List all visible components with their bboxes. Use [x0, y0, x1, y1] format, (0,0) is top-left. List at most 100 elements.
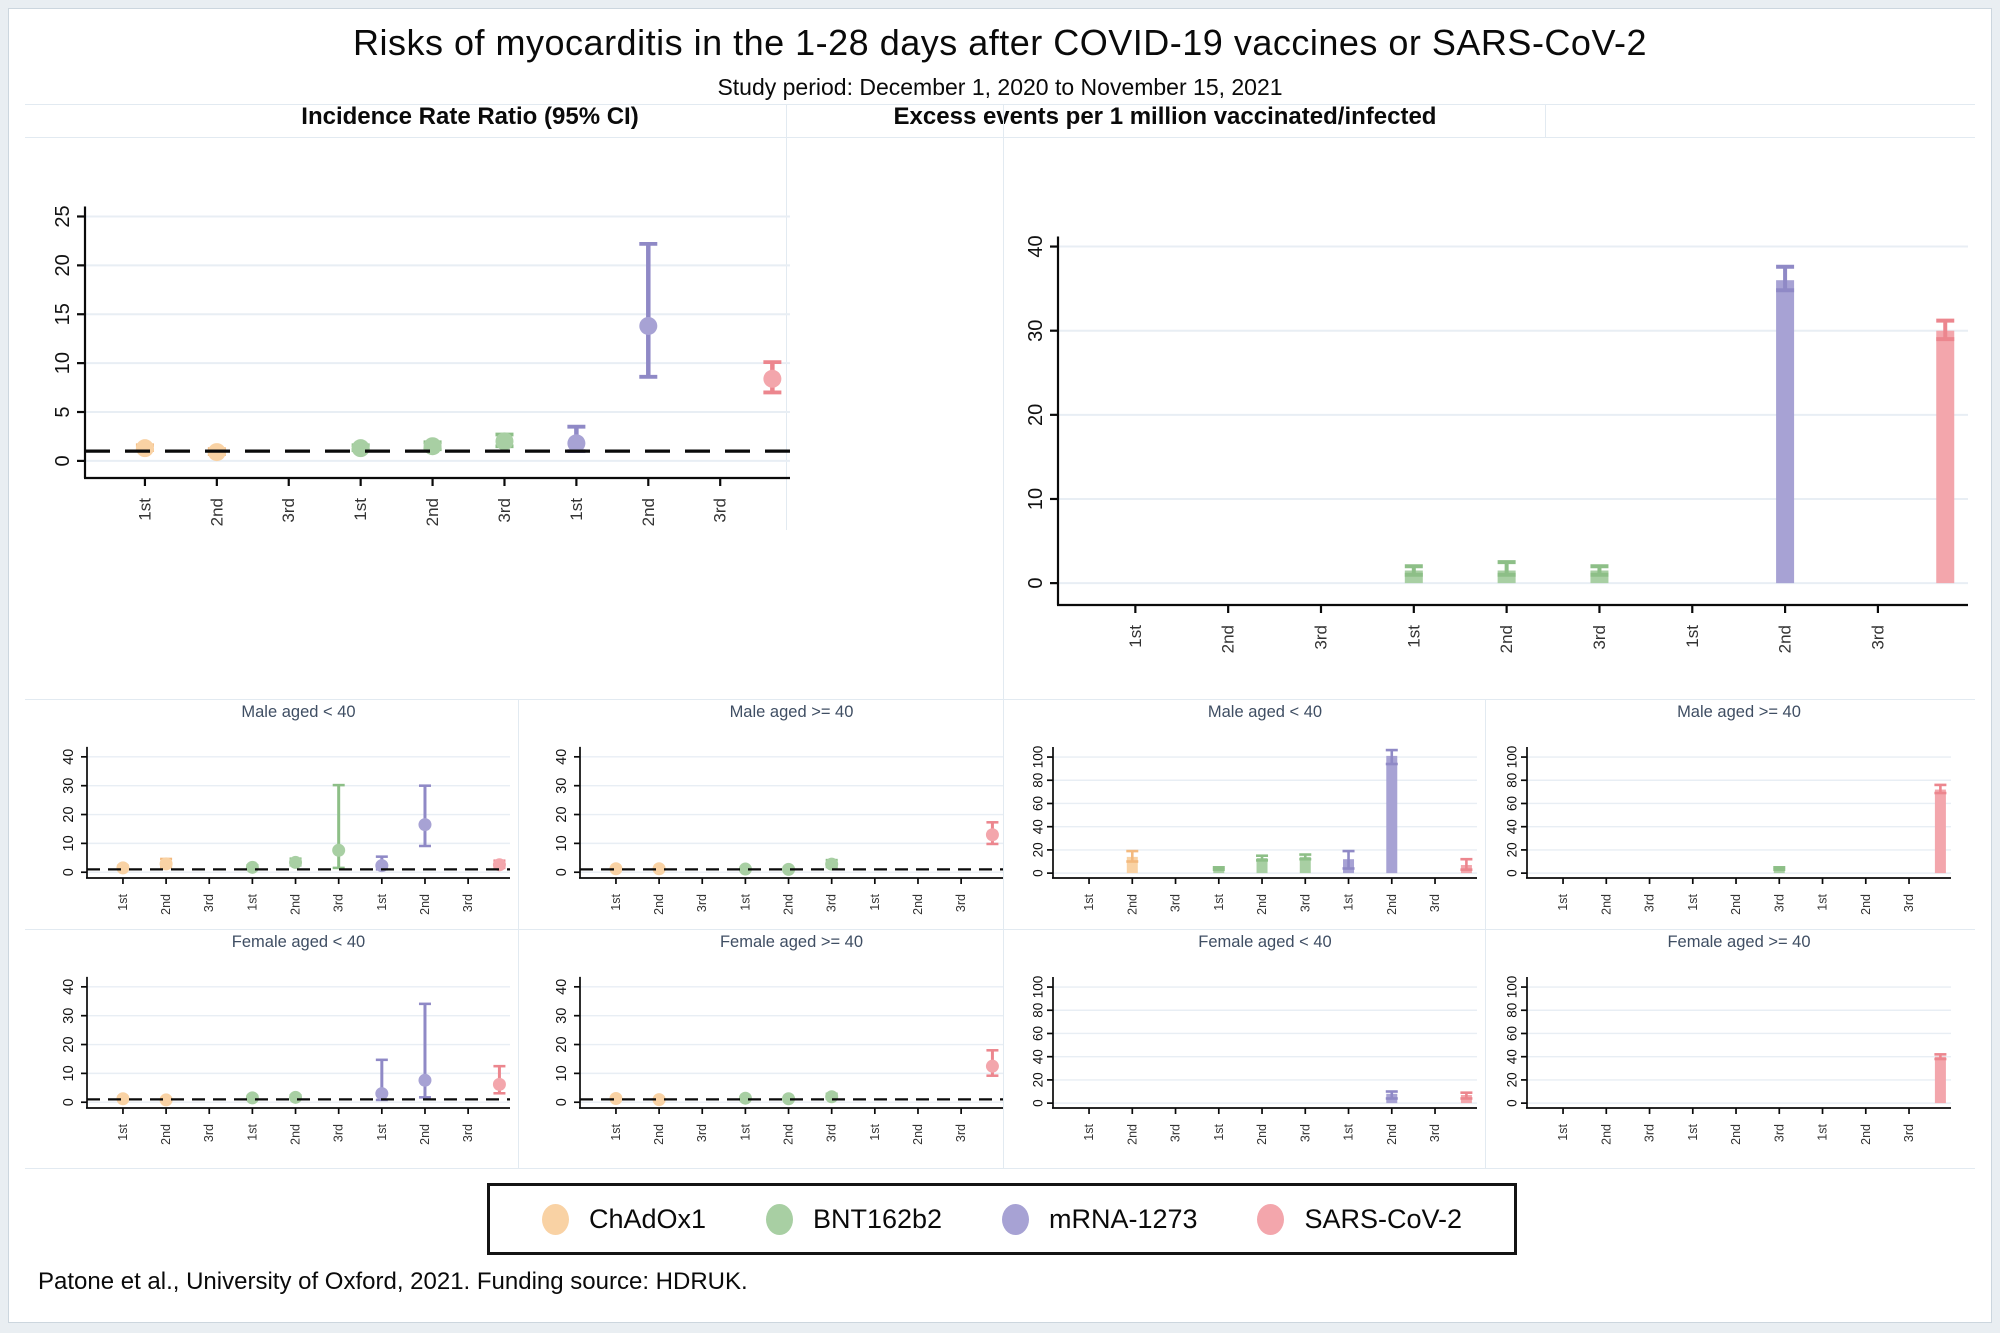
data-point-marker — [985, 1059, 999, 1073]
x-tick-label: 1st — [1082, 893, 1096, 910]
data-point-marker — [567, 434, 586, 453]
x-tick-label: 1st — [1342, 1123, 1356, 1140]
x-tick-label: 3rd — [825, 1124, 839, 1142]
legend-label: BNT162b2 — [812, 1203, 943, 1234]
chart-irr-female-under40: 0 10 20 30 40 1st 2nd 3rd 1st 2nd 3rd 1st 2nd 3rd — [25, 930, 518, 1165]
x-tick-label: 1st — [567, 498, 586, 521]
y-tick-label: 40 — [1505, 819, 1520, 834]
chart-irr-male-under40: 0 10 20 30 40 1st 2nd 3rd 1st 2nd 3rd 1st 2nd 3rd — [25, 700, 518, 935]
x-tick-label: 3rd — [954, 1124, 968, 1142]
data-point-marker — [375, 1087, 389, 1101]
panel-divider — [25, 699, 1975, 700]
x-tick-label: 1st — [1816, 1123, 1830, 1140]
x-tick-label: 1st — [1404, 625, 1423, 648]
x-tick-label: 2nd — [418, 1124, 432, 1145]
subpanel-title: Male aged >= 40 — [1677, 703, 1801, 721]
y-tick-label: 100 — [1505, 746, 1520, 769]
x-tick-label: 3rd — [695, 894, 709, 912]
plot-area: 0 10 20 30 40 1st 2nd 3rd 1st 2nd 3rd 1st 2nd 3rd — [61, 746, 510, 915]
y-tick-label: 20 — [1031, 1072, 1046, 1087]
x-tick-label: 3rd — [711, 498, 730, 523]
x-tick-label: 2nd — [1599, 894, 1613, 915]
x-tick-label: 3rd — [1428, 1124, 1442, 1142]
data-point-marker — [289, 855, 303, 869]
bar — [1934, 789, 1946, 874]
subpanel-title: Female aged < 40 — [1198, 933, 1332, 951]
x-tick-label: 2nd — [1859, 894, 1873, 915]
subpanel-title: Male aged >= 40 — [729, 703, 854, 721]
y-tick-label: 10 — [1025, 488, 1047, 510]
x-tick-label: 3rd — [1868, 625, 1887, 650]
y-tick-label: 10 — [554, 835, 570, 851]
y-tick-label: 30 — [554, 1008, 570, 1024]
x-tick-label: 3rd — [1772, 894, 1786, 912]
x-tick-label: 2nd — [1125, 894, 1139, 915]
bar — [1386, 755, 1398, 874]
x-tick-label: 1st — [1556, 893, 1570, 910]
y-tick-label: 20 — [1505, 1072, 1520, 1087]
x-tick-label: 1st — [245, 893, 259, 910]
panel-divider — [1545, 104, 1546, 137]
x-tick-label: 3rd — [202, 1124, 216, 1142]
x-tick-label: 2nd — [1255, 894, 1269, 915]
y-tick-label: 0 — [1505, 1099, 1520, 1107]
x-tick-label: 3rd — [332, 894, 346, 912]
chart-excess-male-under40: 0 20 40 60 80 100 1st 2nd 3rd 1st 2nd 3rd 1st 2nd 3rd — [1011, 700, 1485, 935]
y-tick-label: 5 — [52, 406, 74, 417]
y-tick-label: 0 — [52, 455, 74, 466]
x-tick-label: 1st — [868, 1123, 882, 1140]
column-header-excess: Excess events per 1 million vaccinated/i… — [893, 103, 1437, 130]
x-tick-label: 2nd — [1599, 1124, 1613, 1145]
mrna-1273-marker-icon — [1001, 1203, 1029, 1235]
panel-divider — [1003, 104, 1004, 1168]
x-tick-label: 3rd — [954, 894, 968, 912]
x-tick-label: 2nd — [652, 1124, 666, 1145]
bar — [1776, 280, 1795, 584]
x-tick-label: 1st — [1082, 1123, 1096, 1140]
data-point-marker — [763, 369, 782, 388]
x-tick-label: 2nd — [289, 894, 303, 915]
x-tick-label: 1st — [738, 1123, 752, 1140]
y-tick-label: 40 — [61, 979, 77, 995]
x-tick-label: 2nd — [1255, 1124, 1269, 1145]
data-point-marker — [116, 1092, 130, 1106]
y-tick-label: 60 — [1031, 1026, 1046, 1041]
x-tick-label: 2nd — [159, 894, 173, 915]
x-tick-label: 1st — [351, 498, 370, 521]
x-tick-label: 1st — [609, 1123, 623, 1140]
data-point-marker — [652, 862, 666, 876]
data-point-marker — [782, 862, 796, 876]
x-tick-label: 3rd — [1772, 1124, 1786, 1142]
y-tick-label: 100 — [1031, 746, 1046, 769]
y-tick-label: 20 — [61, 1036, 77, 1052]
x-tick-label: 3rd — [825, 894, 839, 912]
y-tick-label: 60 — [1505, 1026, 1520, 1041]
y-tick-label: 20 — [61, 806, 77, 822]
figure-canvas — [8, 8, 1992, 1323]
x-tick-label: 3rd — [1169, 894, 1183, 912]
x-tick-label: 2nd — [1729, 1124, 1743, 1145]
data-point-marker — [116, 861, 130, 875]
x-tick-label: 2nd — [1859, 1124, 1873, 1145]
bar — [1936, 330, 1955, 584]
x-tick-label: 1st — [375, 893, 389, 910]
data-point-marker — [652, 1093, 666, 1107]
legend-item-sarscov2: SARS-CoV-2 — [1257, 1203, 1462, 1235]
y-tick-label: 0 — [61, 1098, 77, 1106]
y-tick-label: 0 — [1031, 869, 1046, 877]
x-tick-label: 3rd — [1311, 625, 1330, 650]
x-tick-label: 1st — [245, 1123, 259, 1140]
plot-area: 0 20 40 60 80 100 1st 2nd 3rd 1st 2nd 3rd 1st 2nd 3rd — [1031, 746, 1477, 915]
subpanel-title: Female aged >= 40 — [719, 933, 864, 951]
y-tick-label: 40 — [1031, 1049, 1046, 1064]
chart-overall-excess: 0 10 20 30 40 1st 2nd 3rd 1st 2nd 3rd 1st 2nd 3rd — [985, 137, 1975, 704]
plot-area: 0 20 40 60 80 100 1st 2nd 3rd 1st 2nd 3rd 1st 2nd 3rd — [1031, 976, 1477, 1145]
x-tick-label: 3rd — [1643, 1124, 1657, 1142]
legend-label: mRNA-1273 — [1048, 1203, 1198, 1234]
bar — [1256, 858, 1268, 874]
x-tick-label: 2nd — [782, 894, 796, 915]
study-period-subtitle: Study period: December 1, 2020 to Novemb… — [717, 74, 1283, 100]
plot-area: 0 10 20 30 40 1st 2nd 3rd 1st 2nd 3rd 1st 2nd 3rd — [554, 746, 1003, 915]
y-tick-label: 40 — [554, 979, 570, 995]
data-point-marker — [159, 857, 173, 871]
